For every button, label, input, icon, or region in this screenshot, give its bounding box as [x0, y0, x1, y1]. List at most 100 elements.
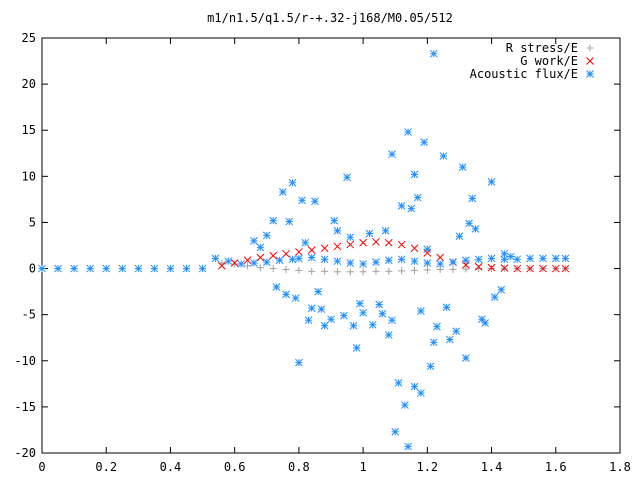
- x-tick-label: 1.8: [609, 460, 631, 474]
- data-point: [262, 258, 271, 266]
- data-point: [349, 321, 358, 330]
- data-point: [301, 238, 310, 247]
- data-point: [436, 260, 445, 268]
- data-point: [333, 226, 342, 235]
- y-tick-label: 25: [22, 31, 36, 45]
- data-point: [372, 237, 380, 246]
- data-point: [307, 304, 316, 313]
- data-point: [487, 263, 496, 272]
- data-point: [327, 315, 335, 324]
- data-point: [320, 244, 329, 253]
- data-point: [417, 307, 425, 315]
- data-point: [269, 251, 278, 260]
- data-point: [462, 354, 470, 362]
- data-point: [307, 246, 316, 254]
- x-tick-label: 0.4: [160, 460, 182, 474]
- data-point: [134, 264, 143, 273]
- data-point: [410, 266, 418, 274]
- data-point: [452, 327, 461, 336]
- data-point: [86, 264, 95, 273]
- data-point: [458, 163, 467, 171]
- data-point: [455, 232, 464, 241]
- y-tick-label: -5: [22, 308, 36, 322]
- data-point: [449, 258, 457, 266]
- data-point: [269, 265, 277, 273]
- data-point: [368, 320, 377, 329]
- legend-label: Acoustic flux/E: [470, 67, 578, 81]
- data-point: [385, 267, 393, 275]
- data-points: [38, 49, 570, 451]
- data-point: [359, 238, 367, 247]
- data-point: [230, 259, 239, 267]
- y-tick-label: 0: [29, 262, 36, 276]
- data-point: [384, 256, 393, 265]
- data-point: [295, 248, 303, 256]
- data-point: [320, 255, 329, 264]
- data-point: [388, 150, 396, 159]
- data-point: [231, 260, 239, 268]
- data-point: [54, 264, 62, 273]
- data-point: [282, 290, 290, 299]
- y-tick-label: 15: [22, 123, 36, 137]
- data-point: [339, 311, 348, 320]
- data-point: [449, 265, 457, 273]
- legend-marker: [586, 44, 594, 52]
- data-point: [468, 194, 477, 203]
- data-point: [526, 254, 534, 263]
- data-point: [295, 266, 303, 274]
- y-tick-label: 5: [29, 215, 36, 229]
- y-tick-label: -20: [14, 446, 36, 460]
- data-point: [420, 138, 428, 147]
- data-point: [333, 242, 342, 251]
- x-tick-label: 1.4: [481, 460, 503, 474]
- data-point: [272, 283, 281, 291]
- data-point: [356, 299, 364, 308]
- data-point: [275, 256, 284, 265]
- data-point: [375, 300, 384, 309]
- data-point: [288, 178, 297, 187]
- data-point: [394, 379, 403, 387]
- data-point: [217, 261, 226, 270]
- data-point: [413, 193, 422, 202]
- data-point: [488, 265, 496, 273]
- data-point: [401, 401, 409, 409]
- plot-frame: [41, 37, 621, 454]
- data-point: [372, 258, 380, 266]
- data-point: [359, 260, 367, 268]
- data-point: [304, 316, 313, 325]
- data-point: [282, 265, 290, 273]
- data-point: [250, 259, 258, 267]
- data-point: [372, 267, 380, 275]
- data-point: [513, 264, 522, 273]
- data-point: [378, 309, 387, 318]
- data-point: [474, 255, 483, 264]
- data-point: [291, 294, 300, 302]
- data-point: [365, 229, 374, 238]
- data-point: [352, 344, 361, 352]
- data-point: [506, 252, 515, 261]
- data-point: [398, 267, 406, 275]
- data-point: [407, 204, 416, 213]
- data-point: [404, 128, 412, 136]
- data-point: [561, 254, 570, 263]
- axis-ticks: 0 0.2 0.4 0.6 0.8 1 1.2 1.4 1.6 1.8 -20 -15 -10 -5 0 5 1…: [14, 31, 631, 474]
- data-point: [285, 217, 294, 226]
- data-point: [288, 255, 297, 264]
- legend-label: R stress/E: [506, 41, 578, 55]
- data-point: [38, 264, 46, 273]
- data-point: [465, 219, 473, 228]
- data-point: [282, 249, 290, 258]
- y-tick-label: 10: [22, 169, 36, 183]
- legend-label: G work/E: [520, 54, 578, 68]
- data-point: [410, 382, 419, 391]
- data-point: [497, 285, 506, 294]
- data-point: [490, 293, 499, 301]
- x-tick-label: 1.2: [416, 460, 438, 474]
- data-point: [321, 267, 329, 275]
- data-point: [150, 264, 159, 273]
- data-point: [439, 152, 448, 160]
- series-g-work-e: [217, 237, 570, 273]
- data-point: [256, 253, 265, 262]
- data-point: [391, 427, 400, 436]
